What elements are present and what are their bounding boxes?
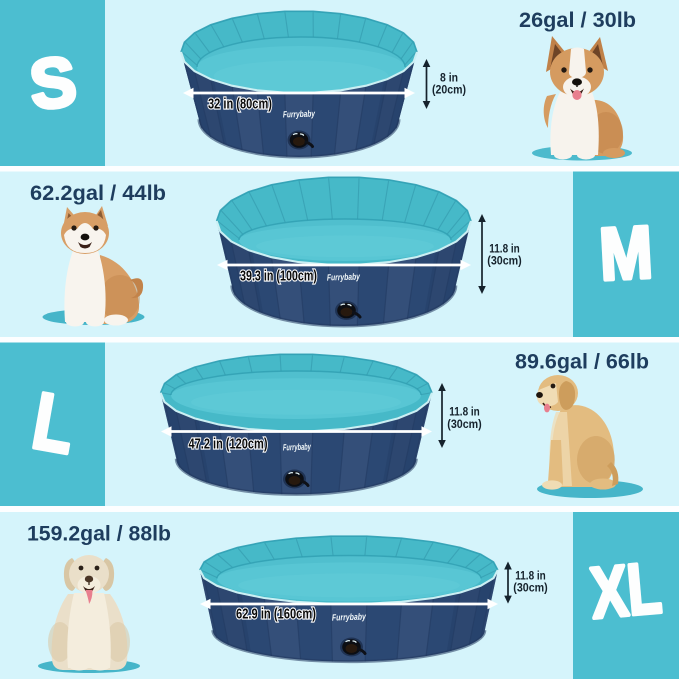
svg-text:62.9 in (160cm): 62.9 in (160cm) bbox=[236, 606, 316, 623]
svg-text:159.2gal / 88lb: 159.2gal / 88lb bbox=[27, 522, 171, 546]
svg-text:11.8 in: 11.8 in bbox=[489, 242, 520, 255]
svg-text:S: S bbox=[26, 42, 80, 124]
svg-text:(30cm): (30cm) bbox=[487, 255, 522, 268]
svg-text:Furrybaby: Furrybaby bbox=[332, 611, 367, 622]
svg-text:62.2gal / 44lb: 62.2gal / 44lb bbox=[30, 181, 166, 205]
svg-text:89.6gal / 66lb: 89.6gal / 66lb bbox=[515, 350, 649, 374]
svg-text:11.8 in: 11.8 in bbox=[515, 569, 546, 582]
svg-text:M: M bbox=[597, 210, 654, 296]
svg-text:Furrybaby: Furrybaby bbox=[283, 441, 312, 452]
svg-text:(30cm): (30cm) bbox=[513, 582, 548, 595]
svg-text:(20cm): (20cm) bbox=[432, 83, 466, 96]
svg-text:47.2 in (120cm): 47.2 in (120cm) bbox=[189, 436, 268, 453]
svg-text:32 in (80cm): 32 in (80cm) bbox=[208, 95, 272, 112]
svg-text:XL: XL bbox=[588, 548, 665, 634]
svg-text:(30cm): (30cm) bbox=[447, 418, 482, 431]
svg-text:26gal / 30lb: 26gal / 30lb bbox=[519, 8, 636, 32]
svg-text:8 in: 8 in bbox=[440, 72, 458, 85]
svg-text:39.3 in (100cm): 39.3 in (100cm) bbox=[240, 267, 317, 284]
svg-text:Furrybaby: Furrybaby bbox=[327, 271, 361, 282]
svg-text:Furrybaby: Furrybaby bbox=[283, 108, 316, 119]
svg-text:11.8 in: 11.8 in bbox=[449, 405, 480, 418]
